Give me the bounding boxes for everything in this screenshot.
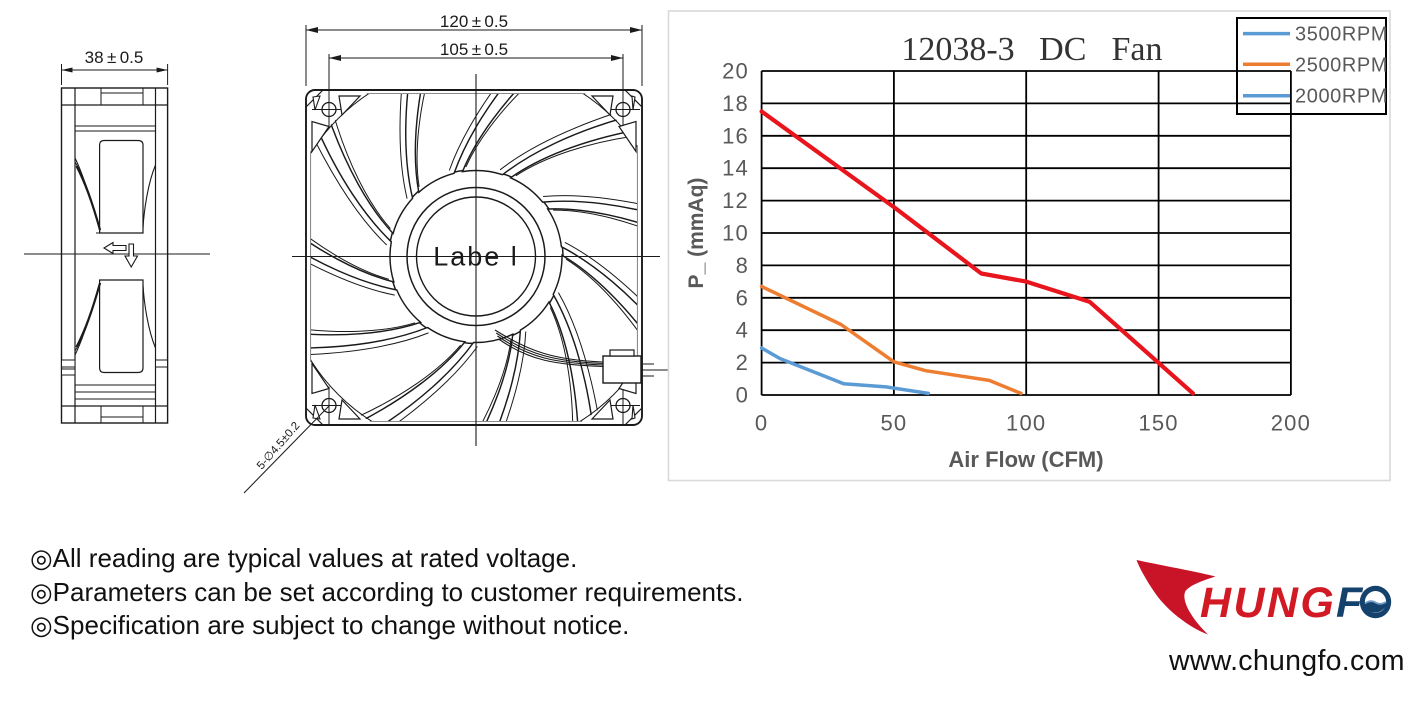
- svg-text:Fan: Fan: [1112, 31, 1163, 68]
- svg-text:2000RPM: 2000RPM: [1295, 86, 1388, 108]
- svg-text:4: 4: [736, 318, 749, 343]
- svg-text:100: 100: [1006, 411, 1046, 436]
- svg-text:10: 10: [722, 221, 749, 246]
- svg-text:2: 2: [736, 350, 749, 375]
- svg-text:P_ (mmAq): P_ (mmAq): [685, 178, 708, 289]
- svg-text:38 ± 0.5: 38 ± 0.5: [85, 48, 144, 67]
- svg-text:2500RPM: 2500RPM: [1295, 54, 1388, 76]
- svg-text:14: 14: [722, 156, 749, 181]
- svg-text:12: 12: [722, 188, 749, 213]
- svg-text:20: 20: [722, 59, 749, 84]
- svg-text:0: 0: [755, 411, 768, 436]
- svg-text:6: 6: [736, 285, 749, 310]
- svg-text:3500RPM: 3500RPM: [1295, 24, 1388, 46]
- svg-text:16: 16: [722, 123, 749, 148]
- svg-text:18: 18: [722, 91, 749, 116]
- svg-text:200: 200: [1271, 411, 1311, 436]
- svg-text:105 ± 0.5: 105 ± 0.5: [440, 40, 508, 59]
- svg-text:F: F: [1336, 579, 1364, 627]
- svg-text:8: 8: [736, 253, 749, 278]
- svg-text:50: 50: [880, 411, 907, 436]
- svg-text:Air Flow (CFM): Air Flow (CFM): [948, 447, 1103, 472]
- svg-text:150: 150: [1138, 411, 1178, 436]
- svg-text:5-∅4.5±0.2: 5-∅4.5±0.2: [255, 420, 302, 472]
- svg-text:0: 0: [736, 383, 749, 408]
- svg-text:HUNG: HUNG: [1200, 579, 1336, 627]
- svg-text:DC: DC: [1039, 31, 1086, 68]
- svg-text:12038-3: 12038-3: [901, 31, 1014, 68]
- svg-text:Labe l: Labe l: [433, 242, 519, 272]
- svg-text:120 ± 0.5: 120 ± 0.5: [440, 12, 508, 31]
